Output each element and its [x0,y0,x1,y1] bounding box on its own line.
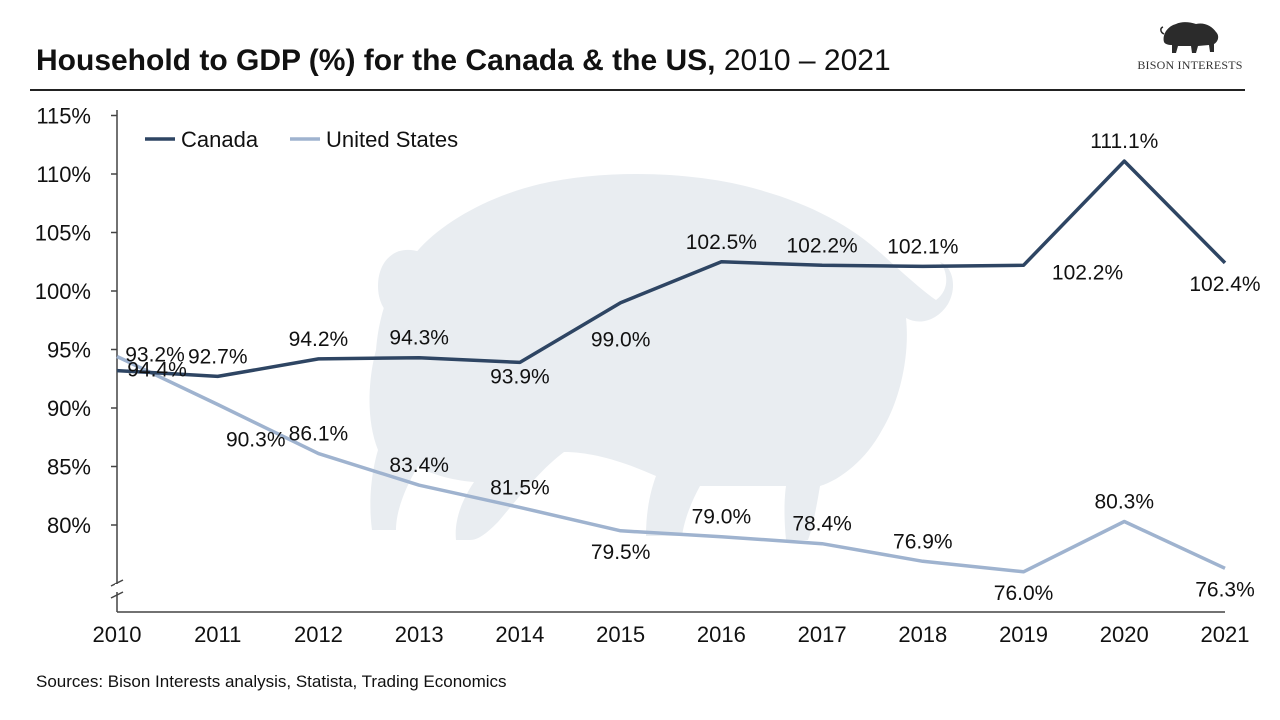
x-tick-label: 2010 [93,622,142,647]
x-tick-label: 2016 [697,622,746,647]
united-states-data-label: 80.3% [1094,490,1154,513]
united-states-data-label: 94.4% [127,359,187,382]
canada-data-label: 92.7% [188,345,248,368]
canada-data-label: 102.5% [686,231,757,254]
axis-break-mark [110,591,124,599]
x-tick-label: 2017 [798,622,847,647]
source-note: Sources: Bison Interests analysis, Stati… [36,672,507,691]
axis-break-mark [110,579,124,587]
chart-title: Household to GDP (%) for the Canada & th… [36,44,891,78]
y-tick-label: 85% [47,455,91,480]
x-tick-label: 2021 [1201,622,1250,647]
series-lines [116,159,1227,574]
chart-title-years: 2010 – 2021 [723,44,891,77]
canada-data-label: 99.0% [591,329,651,352]
canada-data-label: 102.4% [1189,273,1260,296]
chart: 80%85%90%95%100%105%110%115% 2010 2011 201… [35,104,1261,648]
united-states-data-label: 81.5% [490,476,550,499]
united-states-line [116,354,1226,574]
legend: Canada United States [145,127,458,152]
x-tick-label: 2020 [1100,622,1149,647]
x-tick-label: 2018 [898,622,947,647]
united-states-data-label: 78.4% [792,513,852,536]
y-tick-label: 115% [36,104,91,129]
canada-data-label: 93.2% [125,344,185,367]
y-tick-label: 95% [47,338,91,363]
bison-icon [1160,22,1219,53]
united-states-data-label: 79.5% [591,541,651,564]
united-states-data-label: 76.3% [1195,578,1255,601]
canada-line [116,159,1227,379]
y-axis: 80% 85% 90% 95% 100% 105% 110% 115% [35,104,124,612]
united-states-data-label: 83.4% [389,454,449,477]
y-tick-label: 90% [47,396,91,421]
y-tick-label: 105% [35,221,91,246]
united-states-data-label: 76.0% [994,582,1054,605]
x-tick-label: 2015 [596,622,645,647]
chart-title-main: Household to GDP (%) for the Canada & th… [36,44,716,77]
x-axis: 2010 2011 2012 2013 2014 2015 2016 2017 2018 2019… [93,611,1250,647]
title-divider [30,89,1245,91]
x-tick-label: 2019 [999,622,1048,647]
united-states-data-label: 79.0% [692,506,752,529]
united-states-data-label: 90.3% [226,428,286,451]
data-labels: 93.2% 92.7% 94.2% 94.3% 93.9% 99.0% 102.5% 102.… [125,130,1260,605]
legend-canada-label: Canada [181,127,259,152]
legend-united-states-label: United States [326,127,458,152]
x-tick-label: 2013 [395,622,444,647]
canada-data-label: 102.1% [887,235,958,258]
y-tick-label: 110% [36,162,91,187]
axis-break-gap [115,584,119,592]
united-states-data-label: 86.1% [289,423,349,446]
canada-data-label: 102.2% [786,234,857,257]
x-tick-label: 2012 [294,622,343,647]
bison-watermark [369,173,954,540]
x-tick-label: 2011 [194,622,241,647]
y-tick-label: 80% [47,513,91,538]
canada-data-label: 93.9% [490,365,550,388]
canada-data-label: 94.2% [289,328,349,351]
canada-data-label: 102.2% [1052,261,1123,284]
y-tick-label: 100% [35,279,91,304]
canada-data-label: 94.3% [389,327,449,350]
united-states-data-label: 76.9% [893,530,953,553]
logo-text: BISON INTERESTS [1137,58,1243,72]
x-tick-label: 2014 [495,622,544,647]
canada-data-label: 111.1% [1090,130,1158,153]
bison-interests-logo: BISON INTERESTS [1135,18,1245,82]
